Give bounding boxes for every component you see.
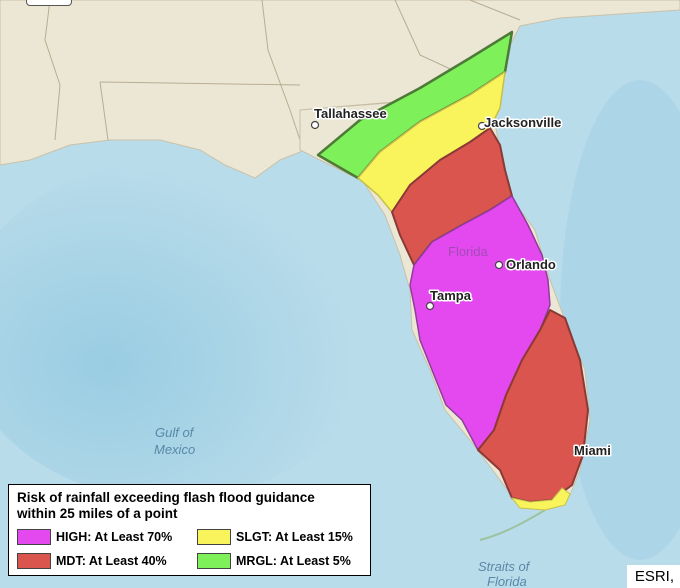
map-attribution[interactable]: ESRI, — [626, 565, 680, 588]
legend: Risk of rainfall exceeding flash flood g… — [8, 484, 371, 576]
legend-item-moderate: MDT: At Least 40% — [17, 552, 167, 570]
legend-label-marginal: MRGL: At Least 5% — [236, 554, 351, 568]
legend-swatch-marginal — [197, 553, 231, 569]
city-label-tampa: Tampa — [430, 288, 472, 303]
city-marker-tallahassee[interactable]: Tallahassee — [310, 105, 388, 130]
city-label-miami: Miami — [574, 443, 611, 458]
legend-swatch-slight — [197, 529, 231, 545]
city-label-tallahassee: Tallahassee — [314, 106, 387, 121]
city-marker-miami[interactable]: Miami — [573, 442, 613, 460]
legend-items: HIGH: At Least 70% SLGT: At Least 15% MD… — [17, 528, 362, 572]
gulf-label-line2: Mexico — [154, 442, 195, 457]
legend-swatch-moderate — [17, 553, 51, 569]
legend-label-slight: SLGT: At Least 15% — [236, 530, 353, 544]
risk-area-slight-keys[interactable] — [510, 487, 571, 511]
atlantic-deep-water — [560, 80, 680, 560]
legend-item-marginal: MRGL: At Least 5% — [197, 552, 351, 570]
straits-label-line2: Florida — [487, 574, 527, 588]
city-marker-jacksonville[interactable]: Jacksonville — [477, 114, 563, 132]
legend-title: Risk of rainfall exceeding flash flood g… — [17, 490, 315, 521]
city-label-jacksonville: Jacksonville — [484, 115, 561, 130]
legend-label-high: HIGH: At Least 70% — [56, 530, 173, 544]
legend-item-slight: SLGT: At Least 15% — [197, 528, 353, 546]
state-label-florida: Florida — [448, 244, 489, 259]
map-control-button[interactable] — [26, 0, 72, 6]
straits-label-line1: Straits of — [478, 559, 531, 574]
city-marker-tampa[interactable]: Tampa — [425, 287, 473, 311]
gulf-deep-water — [0, 160, 380, 500]
city-marker-orlando[interactable]: Orlando — [494, 256, 557, 274]
city-label-orlando: Orlando — [506, 257, 556, 272]
legend-swatch-high — [17, 529, 51, 545]
legend-item-high: HIGH: At Least 70% — [17, 528, 172, 546]
gulf-label-line1: Gulf of — [155, 425, 195, 440]
legend-label-moderate: MDT: At Least 40% — [56, 554, 167, 568]
florida-keys — [479, 509, 546, 541]
